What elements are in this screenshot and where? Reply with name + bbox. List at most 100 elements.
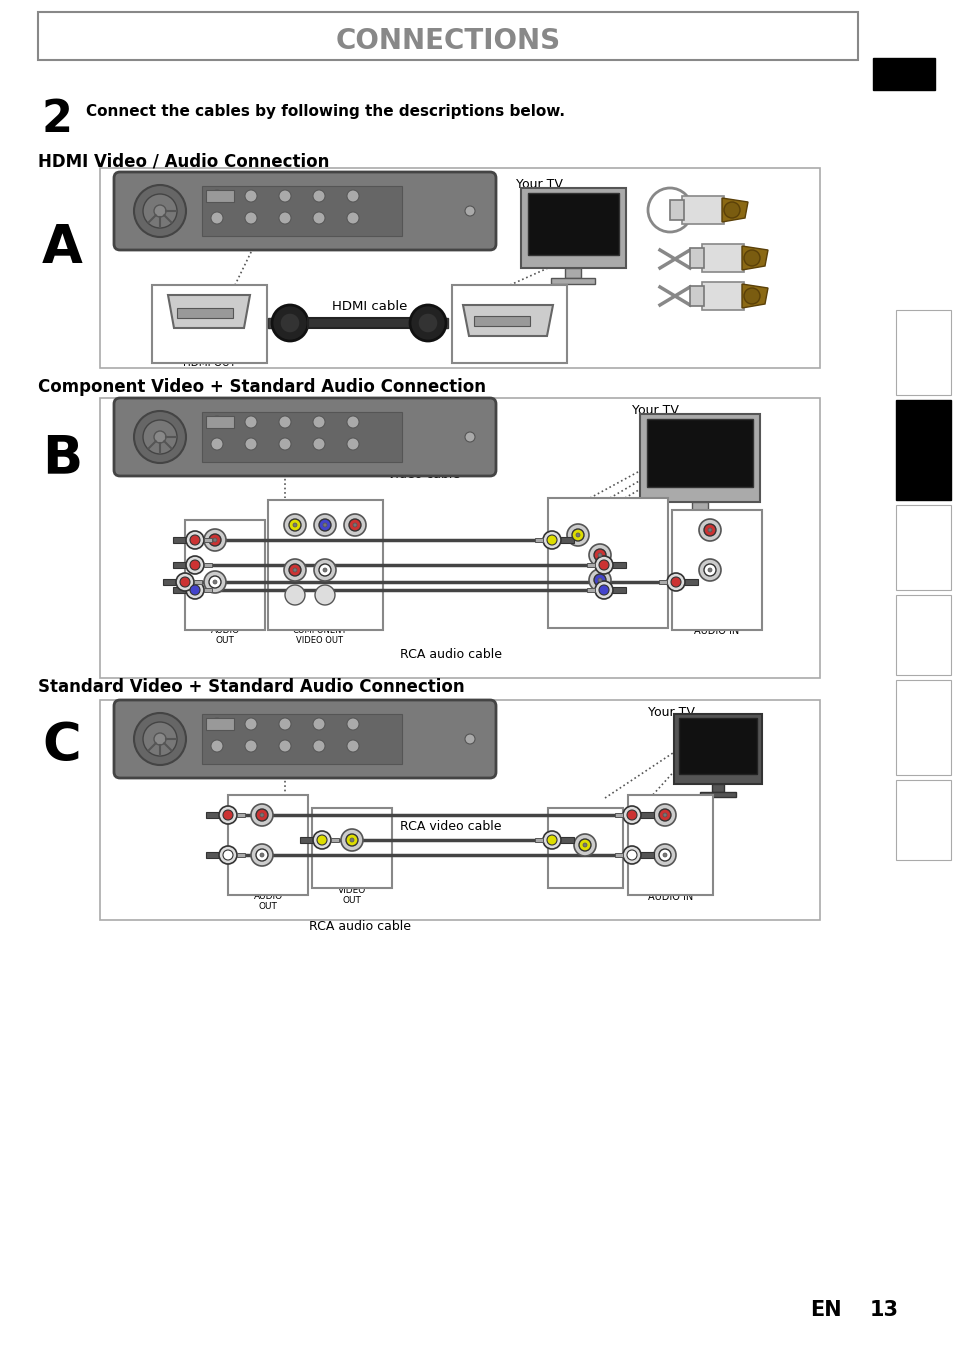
Text: Others: Others: [917, 803, 927, 841]
Text: R: R: [230, 563, 237, 574]
Text: HDMI Video / Audio Connection: HDMI Video / Audio Connection: [38, 152, 329, 170]
Circle shape: [594, 574, 605, 586]
Bar: [520, 187, 625, 268]
Circle shape: [659, 849, 670, 861]
Circle shape: [595, 581, 613, 599]
Bar: [701, 244, 743, 272]
Circle shape: [542, 531, 560, 549]
Bar: [552, 537, 574, 543]
Circle shape: [670, 577, 680, 586]
Text: Connections: Connections: [917, 414, 927, 491]
Text: Your TV: Your TV: [647, 706, 694, 718]
Bar: [308, 318, 417, 328]
Circle shape: [280, 313, 299, 333]
Circle shape: [245, 438, 256, 450]
Circle shape: [278, 438, 291, 450]
Text: L: L: [230, 802, 236, 816]
Text: Y: Y: [555, 523, 560, 532]
Circle shape: [251, 844, 273, 865]
Text: 13: 13: [869, 1299, 898, 1320]
Text: EN: EN: [886, 67, 920, 88]
Circle shape: [211, 718, 223, 731]
Bar: [152, 284, 267, 363]
Text: HDMI cable: HDMI cable: [332, 301, 407, 313]
Bar: [552, 837, 574, 842]
Bar: [172, 537, 194, 543]
Bar: [603, 562, 625, 568]
Text: R: R: [230, 840, 238, 853]
Bar: [639, 414, 760, 501]
Bar: [646, 419, 752, 487]
Bar: [268, 318, 290, 328]
Text: Function Setup: Function Setup: [917, 687, 927, 771]
Circle shape: [314, 514, 335, 537]
Circle shape: [350, 838, 354, 842]
Circle shape: [143, 194, 177, 228]
Bar: [204, 538, 212, 542]
Bar: [172, 586, 194, 593]
Circle shape: [598, 578, 601, 582]
Bar: [669, 200, 683, 220]
Circle shape: [699, 519, 720, 541]
Circle shape: [318, 519, 331, 531]
Bar: [681, 195, 723, 224]
Circle shape: [278, 417, 291, 429]
Circle shape: [659, 809, 670, 821]
Circle shape: [417, 313, 437, 333]
Text: RCA audio cable: RCA audio cable: [399, 648, 501, 661]
Text: RCA audio cable: RCA audio cable: [309, 919, 411, 933]
Circle shape: [211, 438, 223, 450]
Circle shape: [278, 212, 291, 224]
Bar: [895, 594, 950, 675]
Circle shape: [662, 813, 666, 817]
Text: Pr/Cr: Pr/Cr: [339, 507, 361, 516]
Circle shape: [566, 524, 588, 546]
Polygon shape: [462, 305, 553, 336]
Text: Pb/Cb: Pb/Cb: [612, 555, 638, 563]
Circle shape: [293, 523, 296, 527]
Circle shape: [190, 559, 200, 570]
Text: Connect the cables by following the descriptions below.: Connect the cables by following the desc…: [86, 104, 564, 119]
Circle shape: [285, 585, 305, 605]
Bar: [535, 838, 542, 842]
Circle shape: [622, 847, 640, 864]
Circle shape: [598, 553, 601, 557]
Circle shape: [293, 568, 296, 572]
FancyBboxPatch shape: [113, 173, 496, 249]
Circle shape: [175, 573, 193, 590]
Circle shape: [647, 187, 691, 232]
Bar: [627, 795, 712, 895]
Bar: [193, 580, 202, 584]
Bar: [228, 795, 308, 895]
Circle shape: [153, 205, 166, 217]
Bar: [163, 580, 185, 585]
Bar: [586, 563, 595, 568]
Circle shape: [143, 421, 177, 454]
Circle shape: [186, 581, 204, 599]
Circle shape: [190, 585, 200, 594]
Bar: [711, 785, 723, 793]
Circle shape: [219, 847, 236, 864]
Circle shape: [542, 830, 560, 849]
Bar: [202, 186, 401, 236]
Circle shape: [654, 803, 676, 826]
Circle shape: [314, 559, 335, 581]
Circle shape: [703, 563, 716, 576]
Text: AUDIO
OUT: AUDIO OUT: [253, 892, 282, 911]
Bar: [615, 853, 622, 857]
Bar: [631, 811, 654, 818]
Bar: [474, 315, 530, 326]
Polygon shape: [168, 295, 250, 328]
Circle shape: [278, 718, 291, 731]
Bar: [299, 837, 322, 842]
Text: COMPONENT
VIDEO OUT: COMPONENT VIDEO OUT: [293, 625, 347, 646]
Circle shape: [346, 834, 357, 847]
Circle shape: [323, 523, 327, 527]
Circle shape: [598, 559, 608, 570]
Circle shape: [723, 202, 740, 218]
Bar: [428, 318, 448, 328]
Circle shape: [278, 190, 291, 202]
Text: 2: 2: [42, 98, 73, 142]
Circle shape: [260, 853, 264, 857]
Circle shape: [213, 580, 216, 584]
